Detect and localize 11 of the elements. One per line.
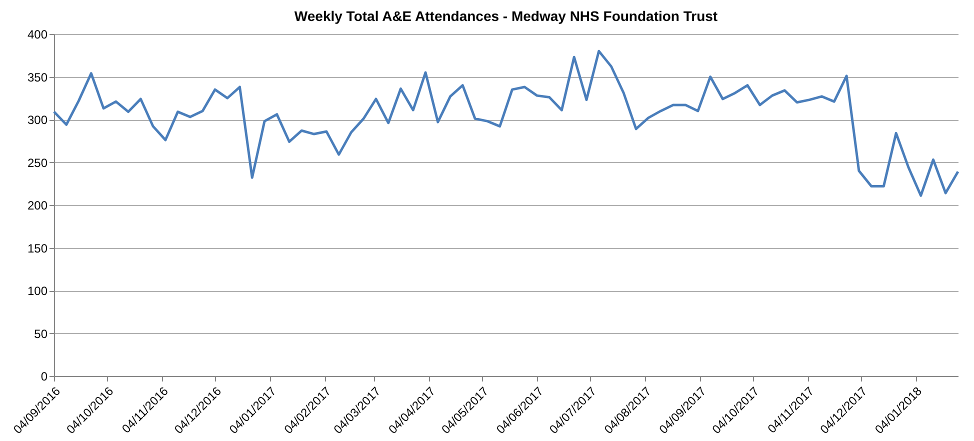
- y-tick-label: 0: [40, 370, 48, 384]
- y-tick-label: 200: [27, 198, 48, 212]
- y-tick-label: 350: [27, 70, 48, 84]
- y-tick-label: 250: [27, 156, 48, 170]
- y-tick-label: 150: [27, 241, 48, 256]
- chart-title: Weekly Total A&E Attendances - Medway NHS Foundation Trust: [294, 8, 718, 24]
- y-tick-label: 100: [27, 284, 48, 298]
- y-tick-label: 50: [34, 326, 48, 341]
- line-series: [52, 50, 960, 197]
- y-tick-label: 300: [27, 113, 48, 127]
- y-tick-label: 400: [27, 28, 48, 42]
